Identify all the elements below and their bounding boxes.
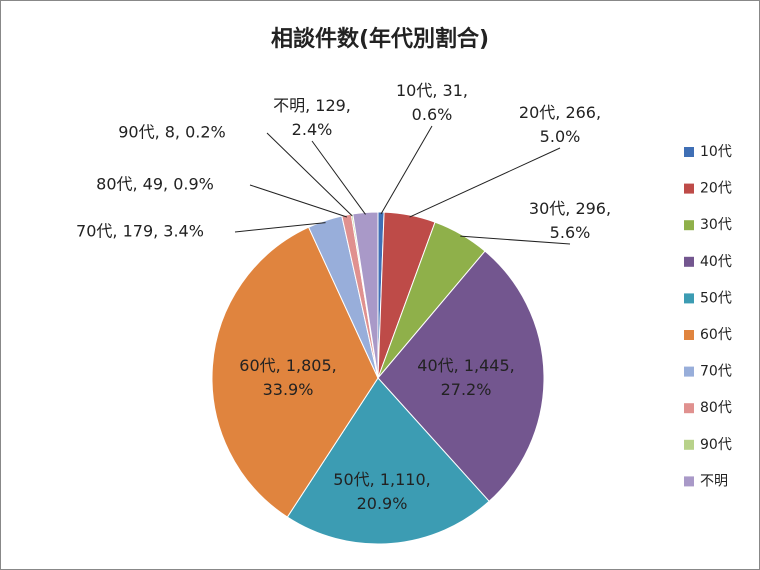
pie-slice bbox=[352, 211, 379, 379]
data-label-line: 20.9% bbox=[357, 494, 408, 513]
data-label: 10代, 31, 0.6% bbox=[396, 81, 468, 124]
legend-swatch bbox=[684, 293, 694, 304]
pie-slice bbox=[211, 226, 379, 518]
data-label-line: 5.0% bbox=[540, 127, 581, 146]
legend-label: 80代 bbox=[700, 400, 732, 416]
leader-line bbox=[460, 235, 571, 245]
legend-label: 10代 bbox=[700, 144, 732, 160]
data-label: 30代, 296, 5.6% bbox=[529, 199, 611, 242]
leader-line bbox=[380, 125, 433, 215]
leader-line bbox=[234, 222, 326, 233]
leader-line bbox=[249, 184, 348, 218]
data-label: 80代, 49, 0.9% bbox=[96, 175, 214, 194]
data-label: 不明, 129, 2.4% bbox=[273, 96, 351, 139]
legend-swatch bbox=[684, 403, 694, 414]
legend-swatch bbox=[684, 366, 694, 377]
leader-line bbox=[311, 140, 366, 215]
legend-label: 40代 bbox=[700, 254, 732, 270]
legend-label: 不明 bbox=[700, 473, 728, 489]
data-label: 90代, 8, 0.2% bbox=[118, 123, 226, 142]
data-label-line: 0.6% bbox=[412, 105, 453, 124]
leader-line bbox=[409, 147, 561, 218]
data-label: 20代, 266, 5.0% bbox=[519, 103, 601, 146]
data-label-line: 2.4% bbox=[292, 120, 333, 139]
legend-swatch bbox=[684, 476, 694, 487]
data-label-line: 30代, 296, bbox=[529, 199, 611, 218]
leader-line bbox=[266, 132, 353, 217]
legend-swatch bbox=[684, 220, 694, 231]
data-label-line: 60代, 1,805, bbox=[239, 356, 336, 375]
data-label-line: 33.9% bbox=[263, 380, 314, 399]
pie-slice bbox=[286, 377, 490, 545]
data-label: 70代, 179, 3.4% bbox=[76, 222, 204, 241]
legend-label: 90代 bbox=[700, 437, 732, 453]
data-label-line: 20代, 266, bbox=[519, 103, 601, 122]
legend-label: 20代 bbox=[700, 181, 732, 197]
data-label: 40代, 1,445, 27.2% bbox=[417, 356, 514, 399]
legend-label: 50代 bbox=[700, 290, 732, 306]
data-label-line: 10代, 31, bbox=[396, 81, 468, 100]
legend-swatch bbox=[684, 183, 694, 194]
data-label-line: 不明, 129, bbox=[273, 96, 351, 115]
data-label-line: 5.6% bbox=[550, 223, 591, 242]
chart-title: 相談件数(年代別割合) bbox=[271, 26, 489, 52]
data-label-line: 50代, 1,110, bbox=[333, 470, 430, 489]
legend-swatch bbox=[684, 439, 694, 450]
legend-swatch bbox=[684, 256, 694, 267]
data-label: 50代, 1,110, 20.9% bbox=[333, 470, 430, 513]
legend-swatch bbox=[684, 147, 694, 157]
legend-label: 70代 bbox=[700, 364, 732, 380]
data-label-line: 40代, 1,445, bbox=[417, 356, 514, 375]
data-label: 60代, 1,805, 33.9% bbox=[239, 356, 336, 399]
legend-label: 30代 bbox=[700, 217, 732, 233]
pie-slice bbox=[377, 250, 545, 502]
data-label-line: 27.2% bbox=[441, 380, 492, 399]
legend-swatch bbox=[684, 330, 694, 340]
legend-label: 60代 bbox=[700, 327, 732, 343]
